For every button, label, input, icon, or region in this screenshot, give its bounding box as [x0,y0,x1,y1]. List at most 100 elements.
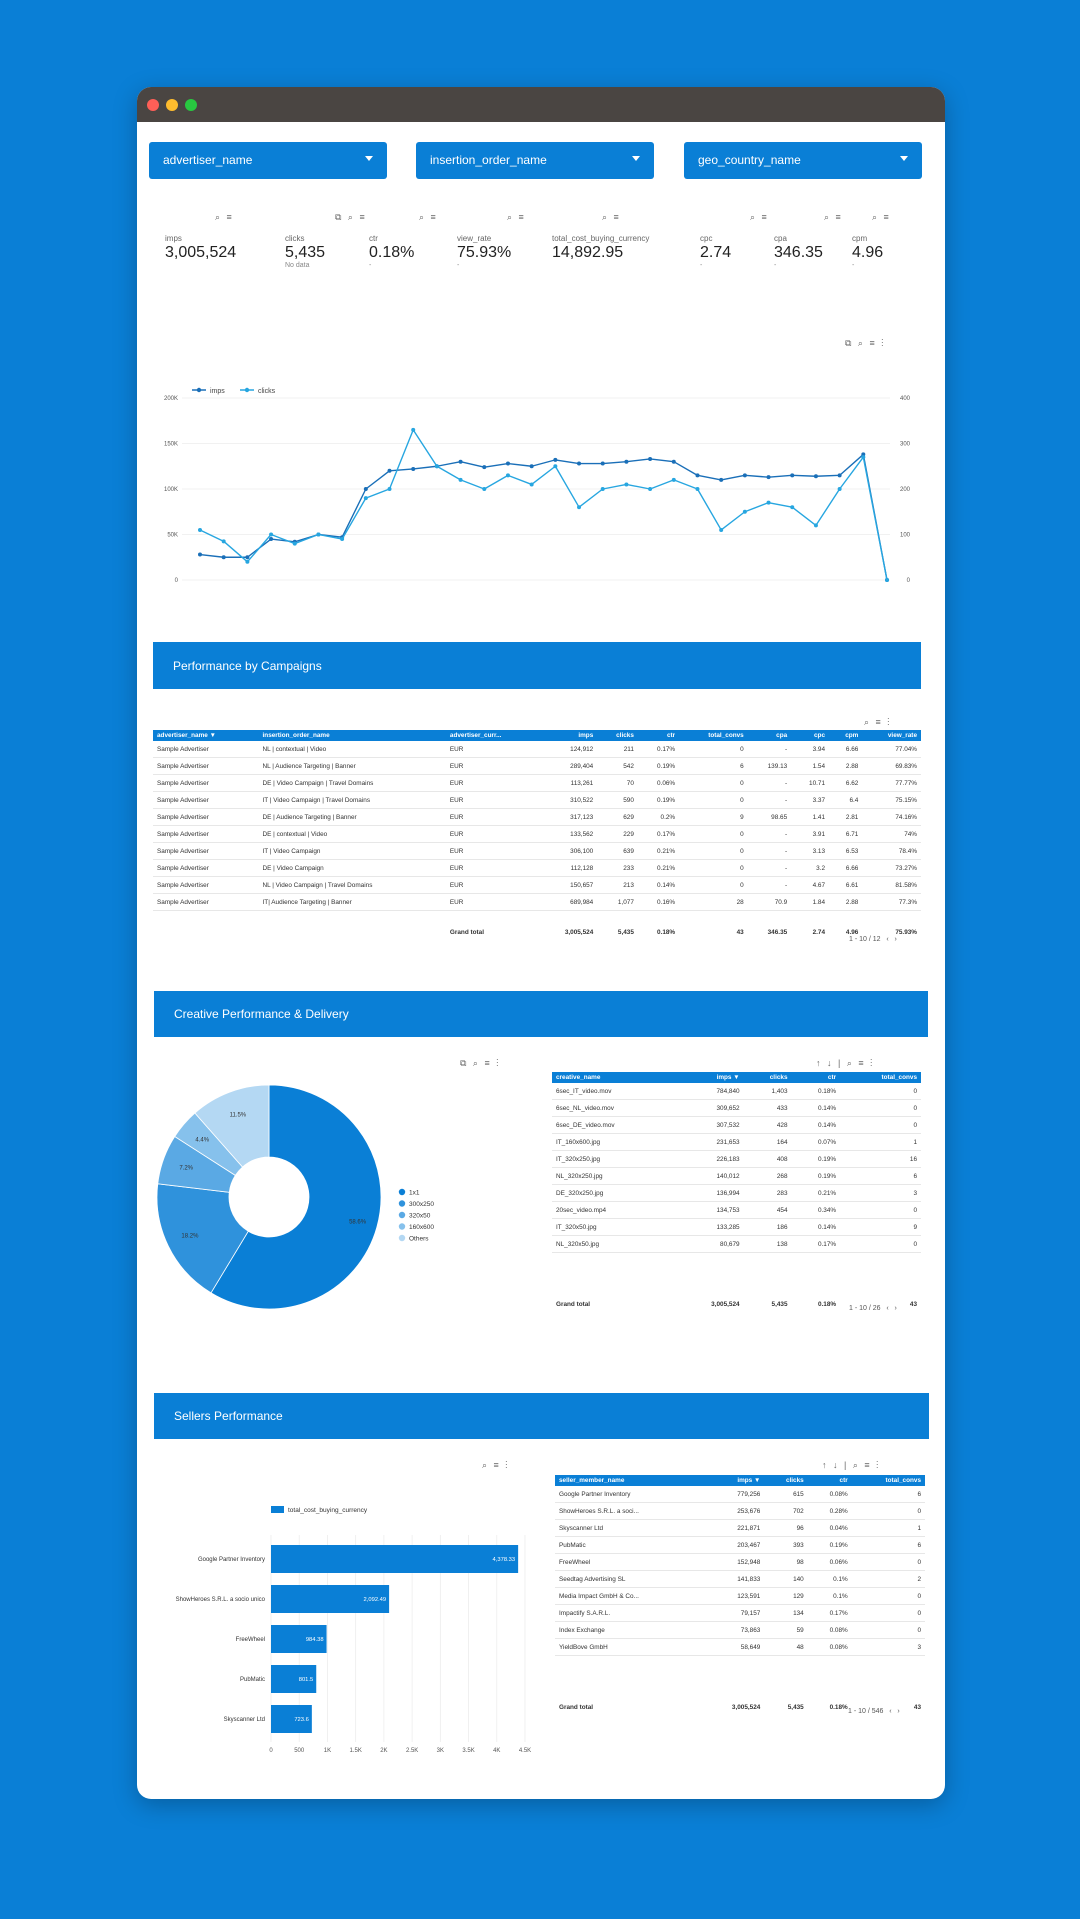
column-header[interactable]: clicks [764,1475,808,1486]
table-row[interactable]: YieldBove GmbH 58,649 48 0.08% 3 [555,1638,925,1656]
table-cell: 133,562 [539,825,598,843]
campaigns-table: advertiser_name ▼ insertion_order_name adv… [153,730,921,943]
table-row[interactable]: 20sec_video.mp4 134,753 454 0.34% 0 [552,1201,921,1219]
table-cell: 2.81 [829,808,863,826]
table-row[interactable]: Sample Advertiser IT | Video Campaign EUR 3… [153,842,921,860]
column-header[interactable]: creative_name [552,1072,676,1083]
table-cell: 69.83% [862,757,921,775]
table-row[interactable]: Skyscanner Ltd 221,871 96 0.04% 1 [555,1519,925,1537]
pagination[interactable]: 1 - 10 / 546 ‹ › [848,1708,900,1715]
column-header[interactable]: imps ▼ [703,1475,765,1486]
column-header[interactable]: total_convs [851,1475,925,1486]
pagination[interactable]: 1 - 10 / 26 ‹ › [849,1305,897,1312]
table-row[interactable]: ShowHeroes S.R.L. a soci... 253,676 702 0.2… [555,1502,925,1520]
pagination[interactable]: 1 - 10 / 12 ‹ › [849,936,897,943]
table-row[interactable]: Impactify S.A.R.L. 79,157 134 0.17% 0 [555,1604,925,1622]
kpi-toolbar[interactable]: ⌕ ≡ [750,212,769,222]
kpi-toolbar[interactable]: ⌕ ≡ [602,212,621,222]
table-row[interactable]: IT_320x250.jpg 226,183 408 0.19% 16 [552,1150,921,1168]
column-header[interactable]: total_convs [840,1072,921,1083]
column-header[interactable]: imps [539,730,598,741]
table-row[interactable]: Sample Advertiser NL | contextual | Video… [153,741,921,758]
table-row[interactable]: Sample Advertiser IT| Audience Targeting … [153,893,921,911]
table-row[interactable]: Sample Advertiser DE | Audience Targeting… [153,808,921,826]
table-row[interactable]: IT_320x50.jpg 133,285 186 0.14% 9 [552,1218,921,1236]
column-header[interactable]: ctr [791,1072,841,1083]
data-point-imps [790,473,795,478]
bar-toolbar[interactable]: ⌕ ≡ ⋮ [482,1460,510,1470]
kpi-toolbar[interactable]: ⌕ ≡ [419,212,438,222]
table-cell: 0.06% [637,774,680,792]
table-cell: 138 [743,1235,792,1253]
table-cell: 229 [597,825,638,843]
section-title: Sellers Performance [174,1409,283,1423]
table-row[interactable]: 6sec_IT_video.mov 784,840 1,403 0.18% 0 [552,1083,921,1100]
table-row[interactable]: Sample Advertiser DE | contextual | Video… [153,825,921,843]
table-row[interactable]: IT_160x600.jpg 231,653 164 0.07% 1 [552,1133,921,1151]
table-row[interactable]: Seedtag Advertising SL 141,833 140 0.1% 2 [555,1570,925,1588]
column-header[interactable]: advertiser_name ▼ [153,730,259,741]
table-row[interactable]: 6sec_DE_video.mov 307,532 428 0.14% 0 [552,1116,921,1134]
filter-insertion-order-name[interactable]: insertion_order_name [416,142,654,179]
kpi-toolbar[interactable]: ⌕ ≡ [507,212,526,222]
table-toolbar[interactable]: ⌕ ≡ ⋮ [864,717,892,727]
kpi-toolbar[interactable]: ⧉ ⌕ ≡ [335,212,367,222]
column-header[interactable]: clicks [743,1072,792,1083]
table-cell: 307,532 [675,1116,744,1134]
pie-toolbar[interactable]: ⧉ ⌕ ≡ ⋮ [460,1058,501,1068]
table-cell: 73,863 [703,1621,765,1639]
table-row[interactable]: Google Partner Inventory 779,256 615 0.08% 6 [555,1486,925,1503]
column-header[interactable]: clicks [597,730,638,741]
table-cell: 2.88 [829,757,863,775]
table-cell: 124,912 [539,741,598,758]
column-header[interactable]: total_convs [679,730,748,741]
table-row[interactable]: FreeWheel 152,948 98 0.06% 0 [555,1553,925,1571]
close-dot-icon[interactable] [147,99,159,111]
kpi-toolbar[interactable]: ⌕ ≡ [215,212,234,222]
table-row[interactable]: PubMatic 203,467 393 0.19% 6 [555,1536,925,1554]
minimize-dot-icon[interactable] [166,99,178,111]
table-row[interactable]: NL_320x50.jpg 80,679 138 0.17% 0 [552,1235,921,1253]
table-cell: NL | contextual | Video [258,741,446,758]
category-label: FreeWheel [236,1637,265,1643]
bar [271,1625,327,1653]
table-row[interactable]: Sample Advertiser NL | Audience Targeting… [153,757,921,775]
table-cell: 393 [764,1536,808,1554]
column-header[interactable]: view_rate [862,730,921,741]
creative-size-pie-chart: 58.6% 18.2% 7.2% 4.4% 11.5% 1x1 300x250 320x50 1… [156,1084,434,1310]
filter-advertiser-name[interactable]: advertiser_name [149,142,387,179]
legend-marker-320x50 [398,1211,406,1219]
table-toolbar[interactable]: ↑ ↓ | ⌕ ≡ ⋮ [822,1460,881,1470]
table-cell: DE | Video Campaign | Travel Domains [258,774,446,792]
column-header[interactable]: cpm [829,730,863,741]
chart-toolbar[interactable]: ⧉ ⌕ ≡ ⋮ [845,338,886,348]
table-row[interactable]: Sample Advertiser DE | Video Campaign | T… [153,774,921,792]
table-row[interactable]: Sample Advertiser DE | Video Campaign EUR 1… [153,859,921,877]
maximize-dot-icon[interactable] [185,99,197,111]
table-cell: 129 [764,1587,808,1605]
kpi-toolbar[interactable]: ⌕ ≡ [824,212,843,222]
table-row[interactable]: DE_320x250.jpg 136,994 283 0.21% 3 [552,1184,921,1202]
section-banner-campaigns: Performance by Campaigns [153,642,921,689]
table-row[interactable]: 6sec_NL_video.mov 309,652 433 0.14% 0 [552,1099,921,1117]
kpi-toolbar[interactable]: ⌕ ≡ [872,212,891,222]
column-header[interactable]: insertion_order_name [258,730,446,741]
table-row[interactable]: NL_320x250.jpg 140,012 268 0.19% 6 [552,1167,921,1185]
legend-label-clicks: clicks [258,388,276,395]
table-cell: Seedtag Advertising SL [555,1570,704,1588]
table-cell: 0.21% [637,859,680,877]
table-row[interactable]: Sample Advertiser NL | Video Campaign | T… [153,876,921,894]
column-header[interactable]: advertiser_curr... [445,730,540,741]
column-header[interactable]: ctr [807,1475,852,1486]
column-header[interactable]: imps ▼ [675,1072,744,1083]
table-row[interactable]: Index Exchange 73,863 59 0.08% 0 [555,1621,925,1639]
filter-geo-country-name[interactable]: geo_country_name [684,142,922,179]
table-row[interactable]: Media Impact GmbH & Co... 123,591 129 0.1% 0 [555,1587,925,1605]
table-cell: 0.07% [791,1133,841,1151]
column-header[interactable]: cpc [791,730,830,741]
table-toolbar[interactable]: ↑ ↓ | ⌕ ≡ ⋮ [816,1058,875,1068]
table-row[interactable]: Sample Advertiser IT | Video Campaign | T… [153,791,921,809]
column-header[interactable]: seller_member_name [555,1475,704,1486]
column-header[interactable]: ctr [637,730,680,741]
column-header[interactable]: cpa [747,730,792,741]
